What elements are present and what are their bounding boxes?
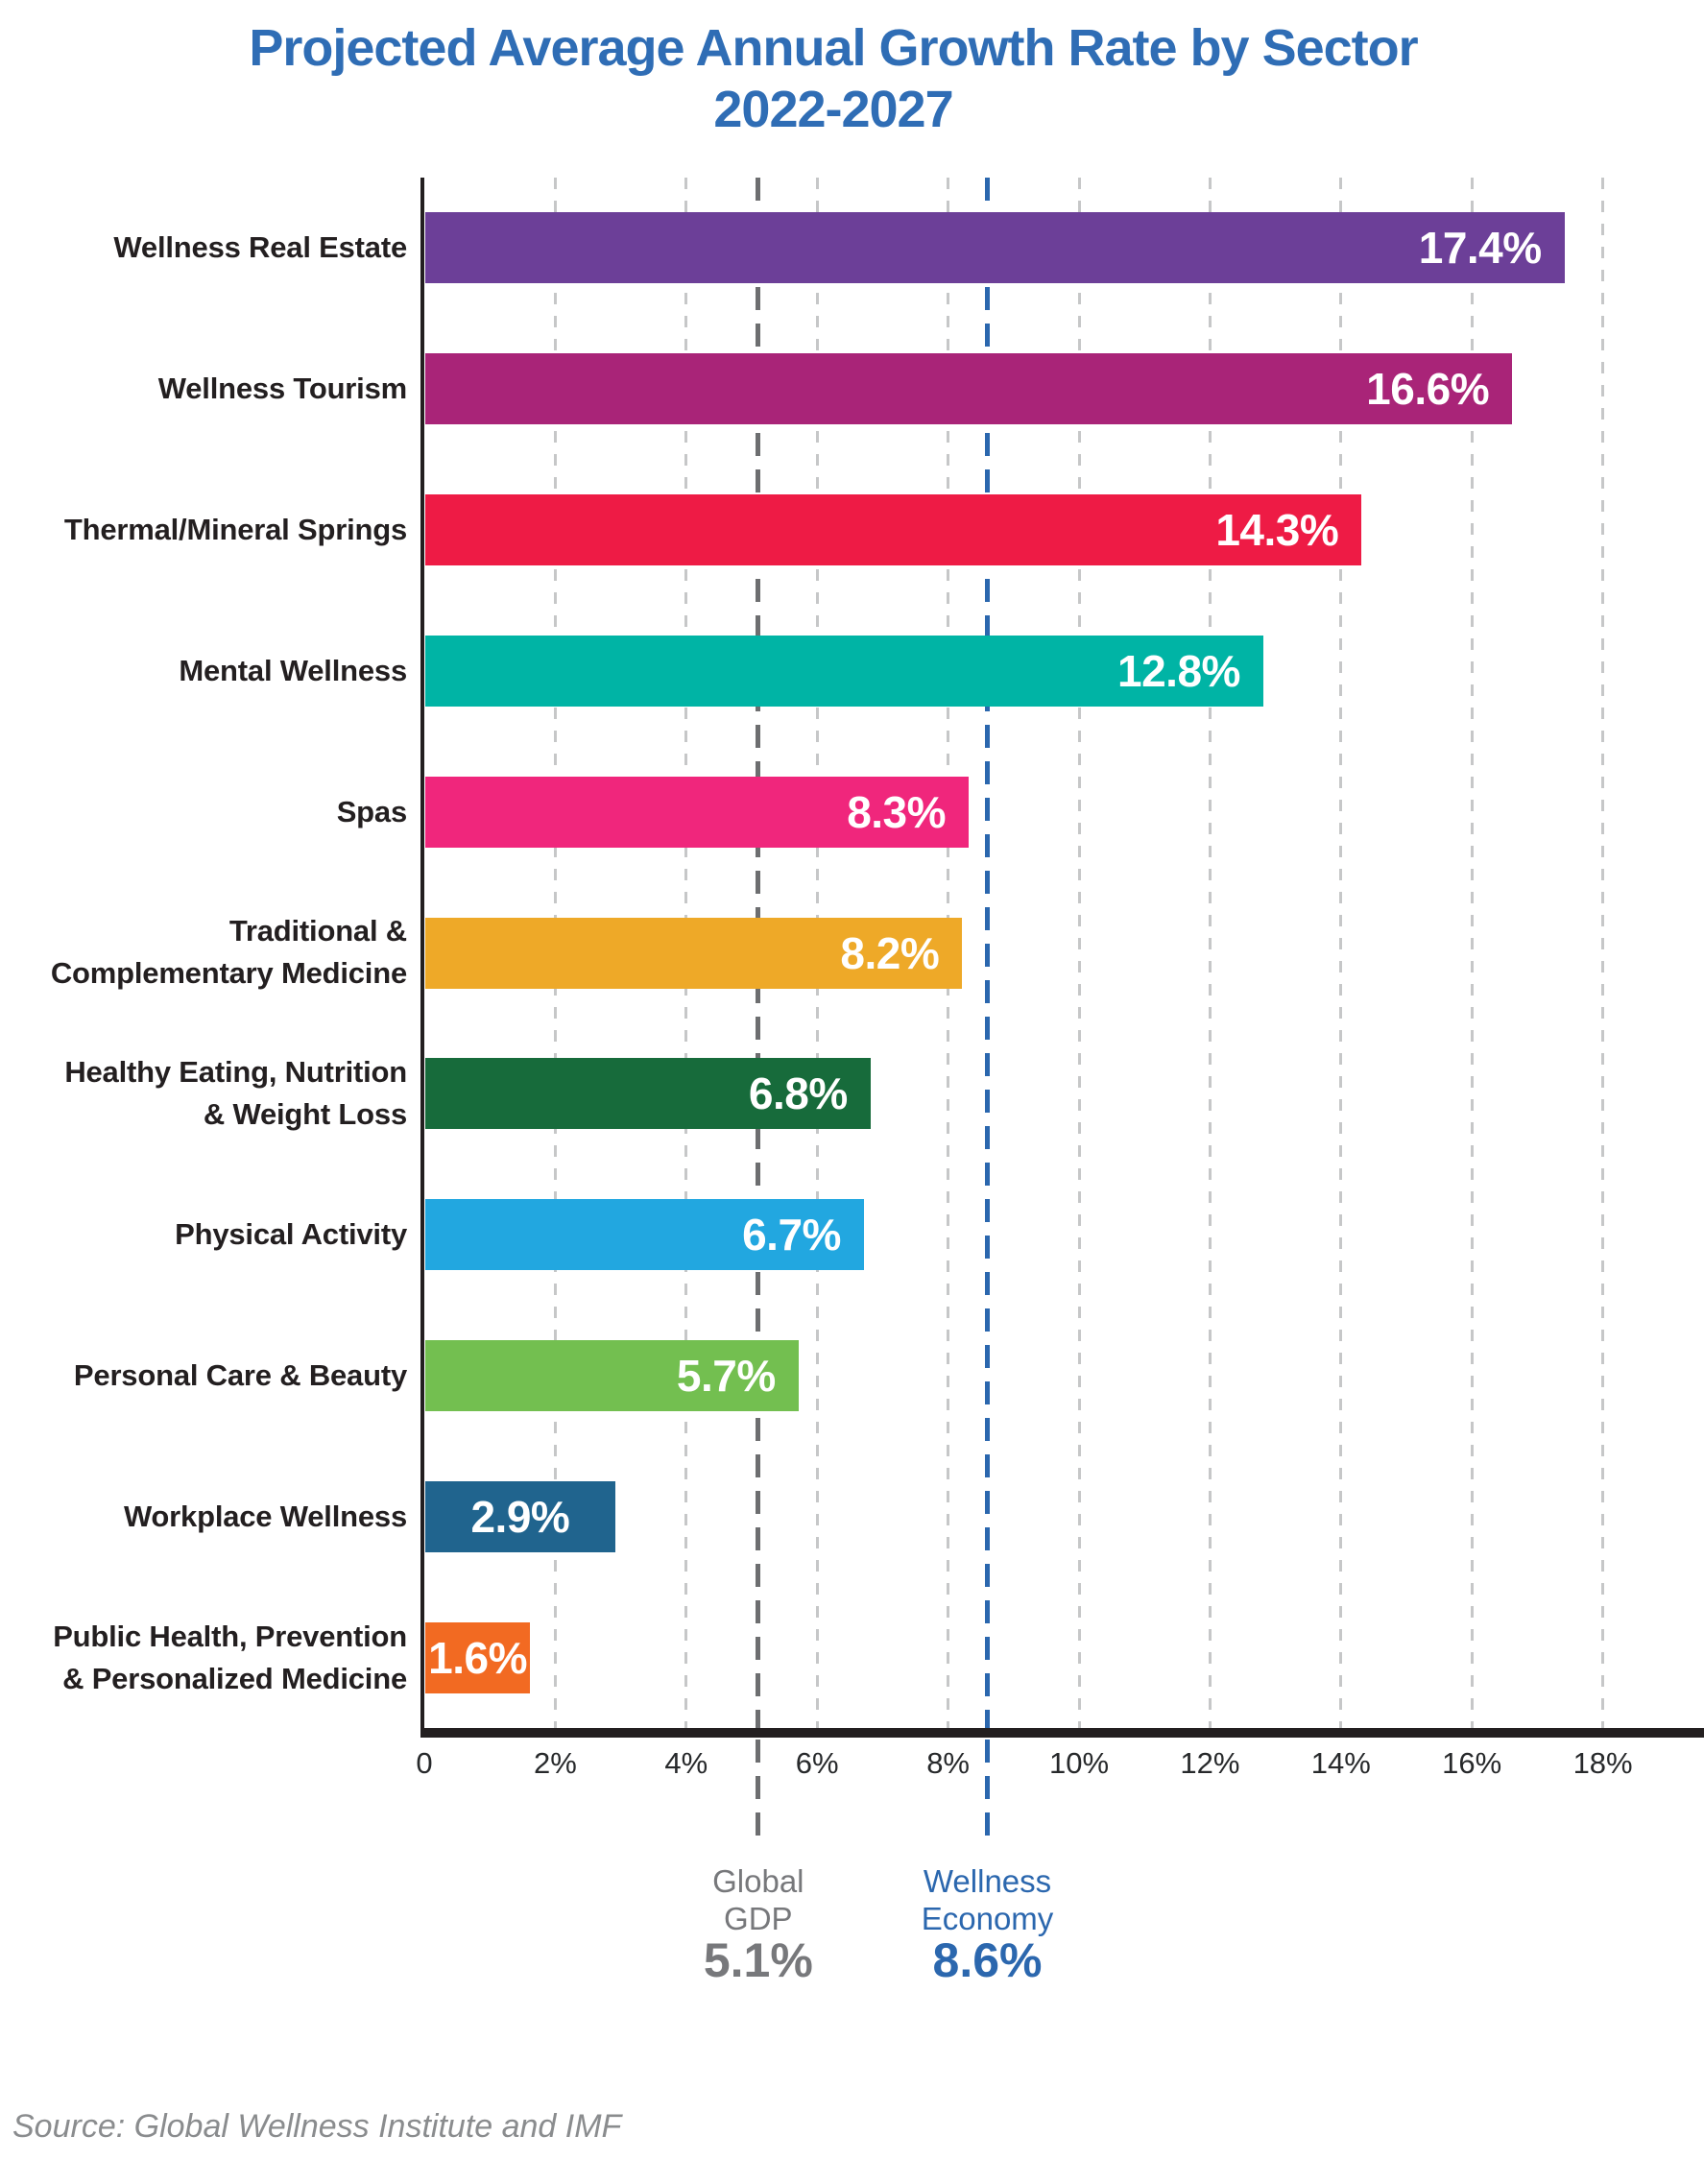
category-label-lines: Wellness Tourism (0, 368, 407, 410)
gridline-14pct (1339, 178, 1343, 1728)
bar-thermal-mineral-springs: 14.3% (425, 494, 1362, 566)
category-label-lines: Wellness Real Estate (0, 227, 407, 269)
category-label-line: Complementary Medicine (50, 956, 407, 991)
reference-value-global-gdp: 5.1% (703, 1933, 813, 1987)
bar-value-spas: 8.3% (847, 786, 947, 837)
source-note: Source: Global Wellness Institute and IM… (12, 2108, 622, 2145)
x-axis (420, 1728, 1704, 1738)
category-label-line: Wellness Tourism (157, 372, 407, 406)
category-label-thermal-mineral-springs: Thermal/Mineral Springs (0, 460, 407, 601)
reference-value-wellness-economy: 8.6% (932, 1933, 1043, 1987)
chart-title-line2: 2022-2027 (713, 81, 953, 138)
bar-wellness-tourism: 16.6% (425, 353, 1513, 425)
category-label-line: Personal Care & Beauty (73, 1357, 407, 1392)
gridline-10pct (1077, 178, 1081, 1728)
category-label-line: Spas (336, 794, 407, 828)
x-tick-label-2: 2% (533, 1746, 577, 1780)
bar-workplace-wellness: 2.9% (425, 1480, 615, 1552)
bar-value-public-health-prevention-personalized-medicine: 1.6% (428, 1632, 527, 1683)
category-label-spas: Spas (0, 741, 407, 882)
category-label-lines: Traditional & Complementary Medicine (0, 910, 407, 995)
category-label-lines: Workplace Wellness (0, 1496, 407, 1538)
category-label-wellness-real-estate: Wellness Real Estate (0, 178, 407, 319)
bar-value-wellness-real-estate: 17.4% (1418, 223, 1542, 274)
bar-value-workplace-wellness: 2.9% (470, 1491, 570, 1542)
bar-public-health-prevention-personalized-medicine: 1.6% (425, 1621, 531, 1693)
category-label-lines: Healthy Eating, Nutrition & Weight Loss (0, 1051, 407, 1136)
category-label-line: Healthy Eating, Nutrition (64, 1055, 407, 1090)
category-label-physical-activity: Physical Activity (0, 1164, 407, 1306)
category-label-wellness-tourism: Wellness Tourism (0, 319, 407, 460)
bar-value-thermal-mineral-springs: 14.3% (1215, 505, 1339, 556)
x-tick-label-18: 18% (1572, 1746, 1633, 1780)
x-tick-label-0: 0 (416, 1746, 433, 1780)
category-label-line: Mental Wellness (179, 653, 407, 687)
reference-label-line: Economy (921, 1901, 1054, 1936)
chart-title: Projected Average Annual Growth Rate by … (0, 17, 1667, 140)
x-tick-label-14: 14% (1310, 1746, 1371, 1780)
category-label-lines: Physical Activity (0, 1213, 407, 1256)
category-label-mental-wellness: Mental Wellness (0, 600, 407, 741)
bar-value-personal-care-beauty: 5.7% (676, 1350, 776, 1401)
gridline-18pct (1601, 178, 1605, 1728)
category-label-lines: Mental Wellness (0, 650, 407, 692)
category-label-lines: Spas (0, 791, 407, 833)
category-label-line: & Personalized Medicine (62, 1661, 407, 1695)
bar-value-mental-wellness: 12.8% (1117, 645, 1240, 696)
category-label-lines: Public Health, Prevention & Personalized … (0, 1616, 407, 1700)
category-label-line: Workplace Wellness (123, 1499, 407, 1533)
y-axis (420, 178, 424, 1738)
category-label-line: Public Health, Prevention (53, 1619, 407, 1653)
category-label-public-health-prevention-personalized-medicine: Public Health, Prevention & Personalized … (0, 1587, 407, 1728)
bar-healthy-eating-nutrition-weight-loss: 6.8% (425, 1058, 871, 1130)
bar-mental-wellness: 12.8% (425, 635, 1263, 707)
bar-physical-activity: 6.7% (425, 1199, 864, 1271)
category-label-lines: Thermal/Mineral Springs (0, 509, 407, 551)
reference-label-line: GDP (724, 1901, 793, 1936)
bar-spas: 8.3% (425, 776, 970, 848)
gridline-12pct (1208, 178, 1212, 1728)
x-tick-label-8: 8% (926, 1746, 970, 1780)
category-label-healthy-eating-nutrition-weight-loss: Healthy Eating, Nutrition & Weight Loss (0, 1023, 407, 1164)
bar-value-traditional-complementary-medicine: 8.2% (840, 927, 940, 978)
category-label-workplace-wellness: Workplace Wellness (0, 1446, 407, 1587)
bar-wellness-real-estate: 17.4% (425, 212, 1565, 284)
category-label-traditional-complementary-medicine: Traditional & Complementary Medicine (0, 882, 407, 1023)
x-tick-label-16: 16% (1442, 1746, 1502, 1780)
reference-label-line: Wellness (923, 1863, 1052, 1899)
category-label-line: Wellness Real Estate (113, 230, 407, 265)
x-tick-label-12: 12% (1180, 1746, 1240, 1780)
reference-line-below-axis-global-gdp (756, 1740, 761, 1848)
reference-line-wellness-economy (985, 178, 991, 1728)
reference-label-line: Global (712, 1863, 804, 1899)
bar-value-physical-activity: 6.7% (742, 1210, 841, 1260)
x-tick-label-4: 4% (664, 1746, 708, 1780)
category-label-line: Thermal/Mineral Springs (63, 513, 407, 547)
reference-line-below-axis-wellness-economy (985, 1740, 991, 1848)
reference-label-global-gdp: Global GDP (712, 1862, 804, 1937)
category-label-line: Physical Activity (175, 1217, 407, 1252)
x-tick-label-10: 10% (1048, 1746, 1110, 1780)
category-label-personal-care-beauty: Personal Care & Beauty (0, 1306, 407, 1447)
category-label-lines: Personal Care & Beauty (0, 1355, 407, 1397)
category-label-line: & Weight Loss (203, 1097, 407, 1132)
bar-traditional-complementary-medicine: 8.2% (425, 917, 963, 989)
bar-value-wellness-tourism: 16.6% (1366, 364, 1490, 415)
x-tick-label-6: 6% (795, 1746, 839, 1780)
chart-title-line1: Projected Average Annual Growth Rate by … (249, 19, 1418, 77)
gridline-16pct (1470, 178, 1474, 1728)
category-label-line: Traditional & (228, 914, 407, 948)
reference-label-wellness-economy: Wellness Economy (922, 1862, 1054, 1937)
bar-personal-care-beauty: 5.7% (425, 1339, 799, 1411)
bar-value-healthy-eating-nutrition-weight-loss: 6.8% (748, 1068, 848, 1119)
